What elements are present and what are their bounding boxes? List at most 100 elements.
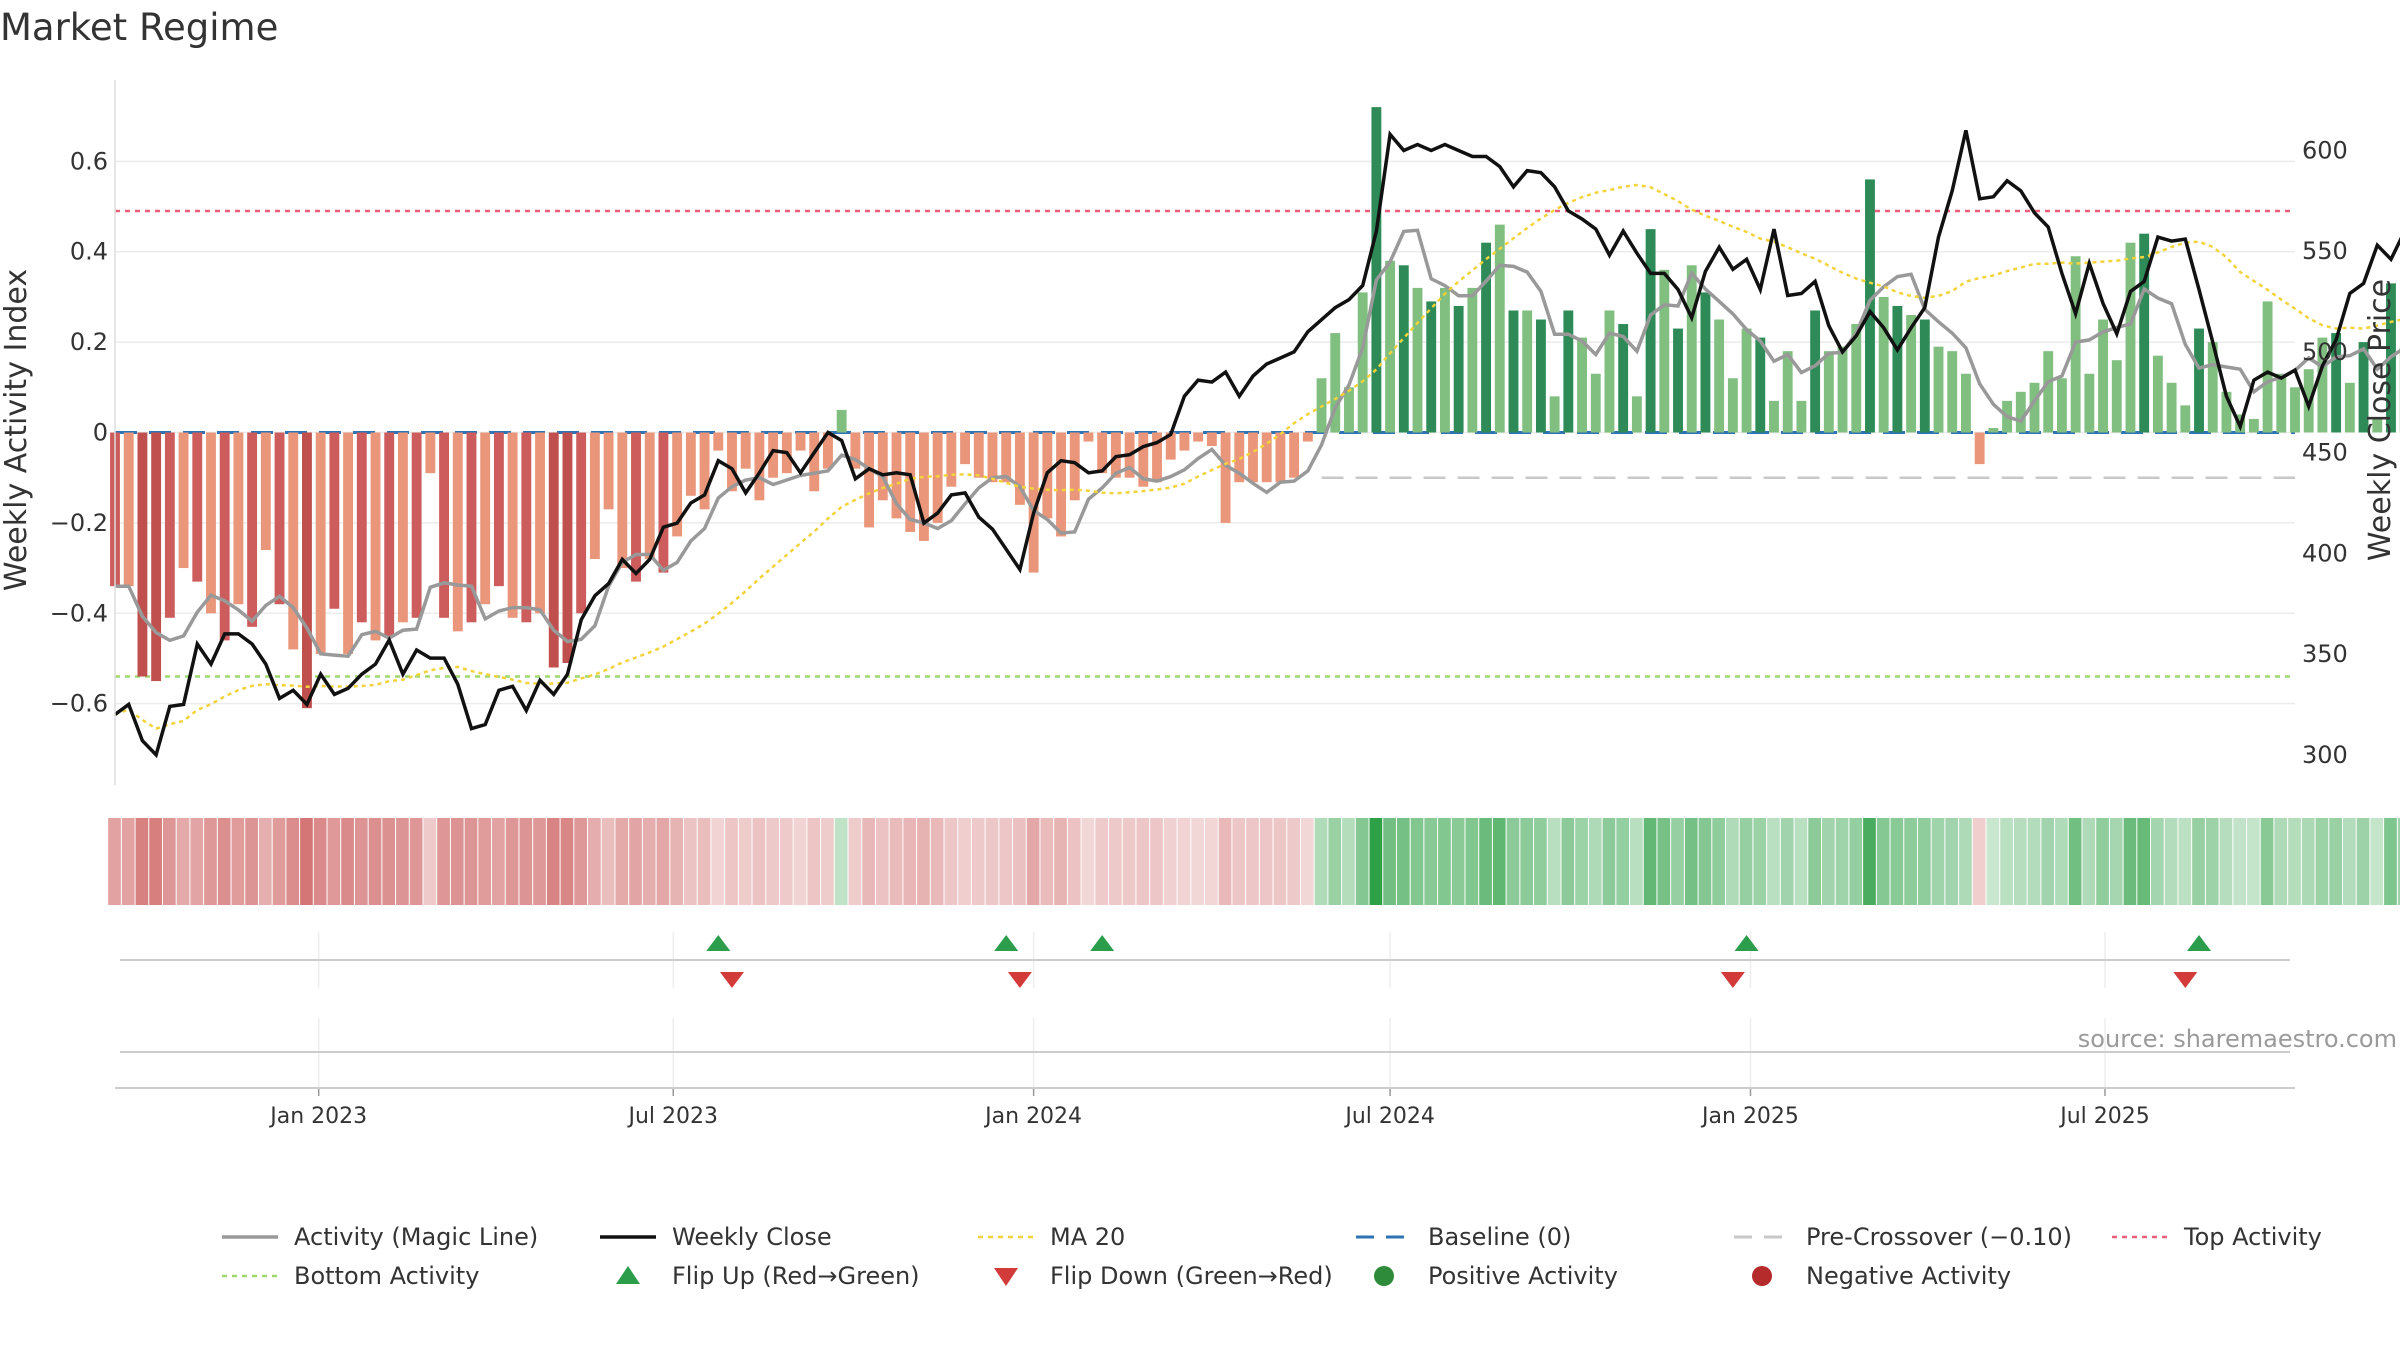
regime-cell — [409, 818, 423, 905]
regime-cell — [1575, 818, 1588, 905]
activity-bar — [1755, 337, 1766, 433]
activity-bar — [1152, 432, 1162, 483]
activity-bar — [178, 432, 189, 569]
legend-swatch — [1752, 1266, 1772, 1286]
regime-cell — [1863, 818, 1876, 905]
regime-cell — [615, 818, 629, 905]
regime-cell — [286, 818, 300, 905]
activity-bar — [1563, 310, 1574, 433]
regime-cell — [1479, 818, 1492, 905]
y-right-tick-label: 500 — [2302, 338, 2348, 366]
activity-bar — [233, 432, 244, 605]
legend-label: Baseline (0) — [1428, 1223, 1571, 1251]
regime-cell — [108, 818, 121, 905]
activity-bar — [1988, 427, 1999, 433]
activity-bar — [1686, 265, 1697, 433]
activity-bar — [2331, 333, 2342, 433]
activity-bar — [836, 409, 847, 433]
weekly-close-series — [113, 130, 2400, 759]
activity-bar — [521, 432, 532, 623]
y-left-tick-label: −0.2 — [50, 509, 108, 537]
activity-bar — [425, 432, 436, 474]
regime-cell — [382, 818, 396, 905]
ma20-series — [114, 183, 2400, 730]
regime-cell — [2315, 818, 2329, 905]
regime-cell — [396, 818, 409, 905]
activity-bar — [1590, 373, 1601, 433]
regime-cell — [464, 818, 478, 905]
legend-item: Flip Down (Green→Red) — [994, 1262, 1333, 1290]
regime-cell — [725, 818, 738, 905]
activity-bar — [1275, 432, 1286, 483]
activity-bar — [1440, 287, 1450, 433]
y-left-tick-label: 0.2 — [70, 328, 108, 356]
regime-cell — [1081, 818, 1095, 905]
regime-cell — [2342, 818, 2356, 905]
regime-cell — [1739, 818, 1753, 905]
legend-label: Weekly Close — [672, 1223, 832, 1251]
activity-bar — [1769, 400, 1779, 433]
activity-bar — [713, 432, 724, 451]
gridlines — [115, 160, 2295, 705]
y-left-tick-label: 0 — [93, 419, 108, 447]
activity-bar — [1398, 265, 1409, 433]
activity-bar — [1549, 396, 1560, 433]
activity-bar — [1385, 260, 1396, 433]
activity-bar — [2111, 360, 2122, 433]
regime-cell — [2274, 818, 2288, 905]
regime-cell — [1945, 818, 1959, 905]
regime-cell — [1163, 818, 1177, 905]
regime-cell — [2301, 818, 2315, 905]
activity-bar — [2358, 342, 2369, 433]
activity-bar — [2207, 342, 2218, 433]
activity-bar — [2317, 337, 2328, 433]
activity-bar — [206, 432, 216, 614]
activity-bar — [1645, 229, 1656, 433]
regime-cell — [642, 818, 656, 905]
regime-cell — [779, 818, 793, 905]
activity-bar — [192, 432, 203, 582]
regime-cell — [1205, 818, 1218, 905]
activity-bar — [562, 432, 573, 663]
legend-label: Flip Up (Red→Green) — [672, 1262, 920, 1290]
activity-bar — [1673, 328, 1683, 433]
activity-bar — [274, 432, 285, 605]
activity-bar — [315, 432, 326, 654]
activity-bar — [1220, 432, 1231, 523]
legend-item: Baseline (0) — [1356, 1223, 1571, 1251]
legend-label: MA 20 — [1050, 1223, 1125, 1251]
regime-cell — [1684, 818, 1698, 905]
regime-cell — [1876, 818, 1890, 905]
activity-bar — [370, 432, 381, 641]
regime-cell — [2370, 818, 2384, 905]
regime-cell — [505, 818, 519, 905]
activity-bar — [905, 432, 916, 532]
activity-bar — [754, 432, 765, 501]
regime-cell — [2096, 818, 2109, 905]
activity-bar — [1810, 310, 1821, 433]
regime-cell — [354, 818, 368, 905]
regime-cell — [519, 818, 533, 905]
activity-bar — [960, 432, 970, 465]
regime-cell — [930, 818, 944, 905]
activity-bar — [768, 432, 779, 478]
y-right-tick-label: 550 — [2302, 237, 2348, 265]
activity-bar — [1179, 432, 1190, 451]
activity-bar — [864, 432, 875, 528]
activity-bar — [151, 432, 162, 682]
regime-cell — [2082, 818, 2096, 905]
activity-bar — [1083, 432, 1094, 442]
regime-cell — [1808, 818, 1821, 905]
activity-bar — [260, 432, 271, 550]
regime-cell — [1643, 818, 1657, 905]
regime-cell — [683, 818, 697, 905]
activity-bar — [699, 432, 710, 510]
regime-cell — [272, 818, 286, 905]
activity-bar — [973, 432, 984, 478]
axes: −0.6 −0.4 −0.2 0 0.2 0.4 0.6 300 350 400 450 500 550… — [0, 80, 2398, 785]
regime-cell — [903, 818, 917, 905]
x-tick-label: Jan 2023 — [268, 1104, 367, 1129]
regime-cell — [176, 818, 190, 905]
flip-marker-panel — [120, 932, 2290, 988]
flip-up-marker — [706, 935, 731, 951]
